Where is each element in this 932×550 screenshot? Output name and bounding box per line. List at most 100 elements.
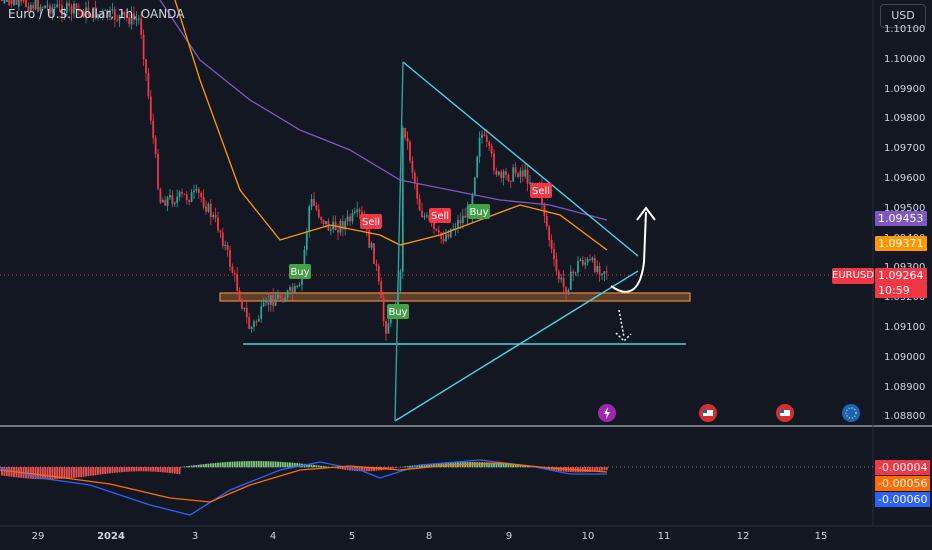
ma-slow-price-tag: 1.09453 <box>875 211 927 226</box>
candle-body <box>305 231 308 250</box>
histogram-bar <box>509 463 512 468</box>
candle-body <box>166 197 169 206</box>
candle-body <box>553 248 555 260</box>
histogram-bar <box>46 467 49 480</box>
candle-body <box>20 0 23 2</box>
histogram-bar <box>99 467 102 475</box>
candle-body <box>572 271 575 274</box>
price-tick: 1.09300 <box>884 262 925 273</box>
histogram-bar <box>349 467 351 471</box>
histogram-bar <box>308 464 311 468</box>
histogram-bar <box>397 467 399 468</box>
candle-body <box>154 138 157 155</box>
histogram-bar <box>341 467 344 470</box>
histogram-bar <box>591 467 594 472</box>
sell-signal[interactable]: Sell <box>360 214 382 229</box>
histogram-bar <box>75 467 78 478</box>
histogram-bar <box>361 467 363 472</box>
candle-body <box>490 146 493 154</box>
candle-body <box>224 245 227 247</box>
histogram-bar <box>217 462 219 468</box>
candle-body <box>526 169 529 184</box>
sell-signal[interactable]: Sell <box>429 208 451 223</box>
histogram-bar <box>85 467 87 477</box>
price-tick: 1.09500 <box>884 202 926 214</box>
candle-body <box>449 228 452 238</box>
candle-body <box>591 257 594 261</box>
triangle-upper-line[interactable] <box>402 61 639 257</box>
histogram-bar <box>82 467 85 477</box>
buy-signal[interactable]: Buy <box>387 304 409 319</box>
candle-body <box>344 221 347 230</box>
bullish-projection-arrow[interactable] <box>610 211 647 293</box>
candle-body <box>555 259 558 272</box>
candle-body <box>445 234 447 242</box>
candle-body <box>488 141 491 147</box>
histogram-bar <box>320 465 323 468</box>
histogram-bar <box>65 467 68 479</box>
candle-body <box>368 230 371 248</box>
candle-body <box>574 272 577 274</box>
price-tick: 1.08800 <box>884 411 926 423</box>
histogram-bar <box>401 466 404 468</box>
candle-body <box>68 2 71 6</box>
histogram-bar <box>279 461 282 468</box>
candle-body <box>1 0 3 1</box>
candle-body <box>161 200 164 203</box>
sell-signal[interactable]: Sell <box>530 183 552 198</box>
histogram-bar <box>473 462 476 468</box>
candle-body <box>284 297 287 303</box>
support-zone[interactable] <box>219 292 691 302</box>
buy-signal[interactable]: Buy <box>468 204 490 219</box>
us-flag-event-icon[interactable] <box>699 404 717 422</box>
candle-body <box>133 13 135 20</box>
histogram-bar <box>277 461 279 468</box>
histogram-bar <box>104 467 107 474</box>
svg-text:Sell: Sell <box>362 217 380 228</box>
candle-body <box>279 294 282 299</box>
histogram-bar <box>92 467 95 476</box>
histogram-bar <box>70 467 73 479</box>
histogram-bar <box>505 463 507 468</box>
histogram-bar <box>363 467 366 472</box>
bullish-arrow-head <box>636 206 656 221</box>
triangle-base-line[interactable] <box>394 61 404 422</box>
candle-body <box>272 295 275 306</box>
bearish-projection-arrow[interactable] <box>618 309 625 338</box>
candle-body <box>418 198 421 211</box>
candle-body <box>593 257 596 272</box>
us-flag-event-icon[interactable] <box>776 404 794 422</box>
candle-body <box>598 266 601 275</box>
candle-body <box>243 307 246 309</box>
histogram-bar <box>233 461 236 468</box>
candle-body <box>188 200 191 202</box>
histogram-bar <box>394 467 397 468</box>
candle-body <box>370 243 373 248</box>
histogram-bar <box>123 467 126 472</box>
ma-slow-line <box>159 0 608 221</box>
countdown-tag: 10:59 <box>875 283 927 298</box>
lightning-event-icon[interactable] <box>598 404 616 422</box>
candle-body <box>178 191 181 197</box>
histogram-bar <box>325 466 327 468</box>
candle-body <box>349 216 351 222</box>
eu-flag-event-icon[interactable] <box>842 404 860 422</box>
histogram-bar <box>236 461 239 468</box>
candle-body <box>25 0 27 8</box>
buy-signal[interactable]: Buy <box>289 264 311 279</box>
histogram-bar <box>188 465 191 468</box>
price-tick: 1.10000 <box>884 53 926 65</box>
histogram-bar <box>147 467 150 472</box>
candle-body <box>461 215 464 224</box>
histogram-bar <box>159 467 162 473</box>
histogram-bar <box>56 467 59 480</box>
candle-body <box>80 10 83 12</box>
candle-body <box>459 219 462 224</box>
currency-button[interactable]: USD <box>880 4 926 28</box>
candle-body <box>437 230 440 233</box>
triangle-lower-line[interactable] <box>394 270 639 422</box>
time-tick: 3 <box>191 531 199 542</box>
candle-body <box>65 2 68 13</box>
histogram-bar <box>128 467 131 472</box>
